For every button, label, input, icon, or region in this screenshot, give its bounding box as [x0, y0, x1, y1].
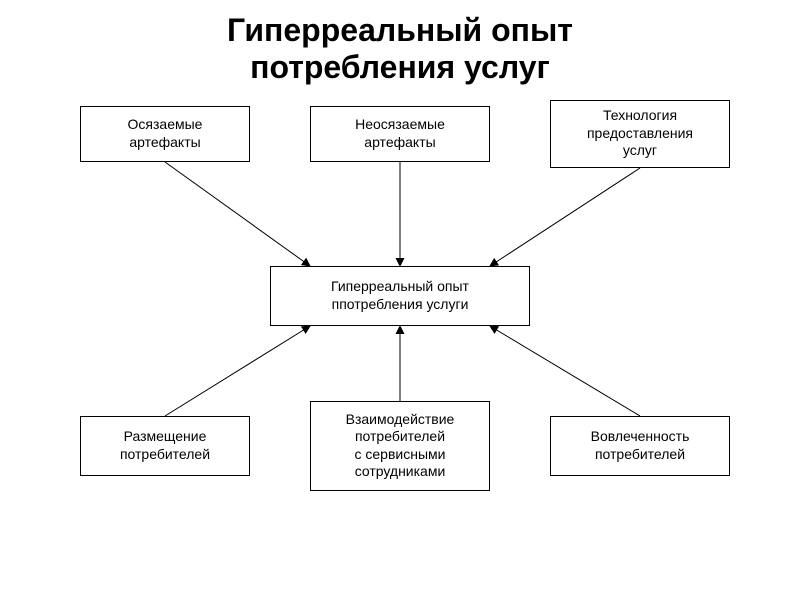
- diagram-canvas: Осязаемыеартефакты Неосязаемыеартефакты Те…: [0, 86, 800, 576]
- edge-bot1-to-center: [165, 326, 310, 416]
- node-bot2: Взаимодействиепотребителейс сервиснымисо…: [310, 401, 490, 491]
- node-label: Вовлеченностьпотребителей: [591, 428, 690, 463]
- node-label: Технологияпредоставленияуслуг: [587, 107, 693, 160]
- node-label: Неосязаемыеартефакты: [355, 116, 445, 151]
- node-center: Гиперреальный опытппотребления услуги: [270, 266, 530, 326]
- edge-top3-to-center: [490, 168, 640, 266]
- title-line1: Гиперреальный опыт: [0, 12, 800, 49]
- node-label: Осязаемыеартефакты: [128, 116, 203, 151]
- node-label: Размещениепотребителей: [120, 428, 210, 463]
- edge-bot3-to-center: [490, 326, 640, 416]
- node-top3: Технологияпредоставленияуслуг: [550, 100, 730, 168]
- slide-title: Гиперреальный опыт потребления услуг: [0, 0, 800, 86]
- node-bot3: Вовлеченностьпотребителей: [550, 416, 730, 476]
- edge-top1-to-center: [165, 162, 310, 266]
- node-top2: Неосязаемыеартефакты: [310, 106, 490, 162]
- title-line2: потребления услуг: [0, 49, 800, 86]
- node-bot1: Размещениепотребителей: [80, 416, 250, 476]
- node-label: Гиперреальный опытппотребления услуги: [331, 278, 469, 313]
- node-top1: Осязаемыеартефакты: [80, 106, 250, 162]
- node-label: Взаимодействиепотребителейс сервиснымисо…: [346, 411, 455, 481]
